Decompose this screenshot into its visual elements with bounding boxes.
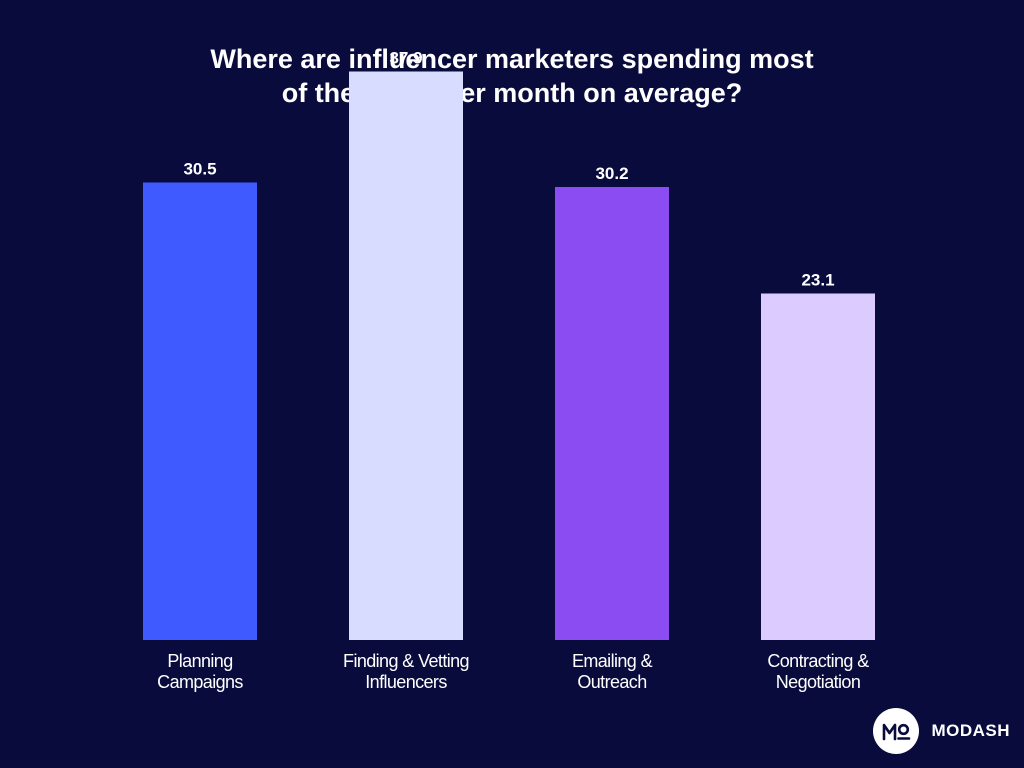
chart-title-line-1: Where are influencer marketers spending … bbox=[210, 44, 814, 74]
value-label-2: 37.9 bbox=[389, 49, 422, 68]
category-label-3-line-2: Outreach bbox=[577, 672, 646, 692]
brand-block: MODASH bbox=[873, 708, 1010, 754]
category-label-1-line-2: Campaigns bbox=[157, 672, 243, 692]
bar-4 bbox=[761, 293, 875, 640]
bar-3 bbox=[555, 187, 669, 640]
category-label-1-line-1: Planning bbox=[167, 651, 232, 671]
modash-logo-icon bbox=[873, 708, 920, 754]
brand-name: MODASH bbox=[931, 721, 1010, 740]
category-label-2-line-2: Influencers bbox=[365, 672, 447, 692]
category-label-4-line-2: Negotiation bbox=[776, 672, 860, 692]
bar-2 bbox=[349, 71, 463, 640]
value-label-3: 30.2 bbox=[595, 164, 628, 183]
bar-1 bbox=[143, 182, 257, 640]
category-label-4-line-1: Contracting & bbox=[767, 651, 869, 671]
category-label-2-line-1: Finding & Vetting bbox=[343, 651, 469, 671]
value-label-4: 23.1 bbox=[801, 271, 834, 290]
category-label-3-line-1: Emailing & bbox=[572, 651, 653, 671]
value-label-1: 30.5 bbox=[183, 160, 216, 179]
